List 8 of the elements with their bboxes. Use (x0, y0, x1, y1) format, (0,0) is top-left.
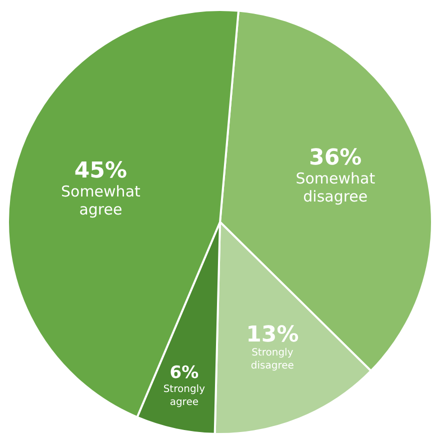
slice-label: Strongly disagree (250, 348, 294, 372)
data-label: 6% (170, 362, 199, 383)
data-label: 45% (74, 158, 128, 184)
slice-label: Strongly agree (163, 384, 206, 408)
slice-label: Somewhat disagree (296, 170, 376, 206)
slice-label: Somewhat agree (60, 182, 141, 218)
data-label: 36% (309, 146, 362, 171)
data-label: 13% (246, 322, 299, 348)
